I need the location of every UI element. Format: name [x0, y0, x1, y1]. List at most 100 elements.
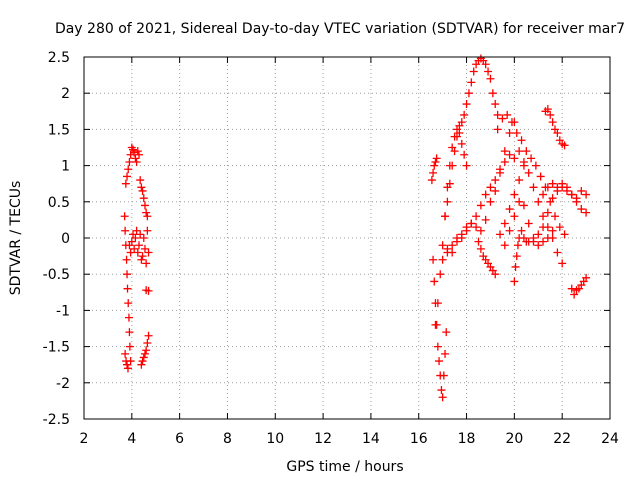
data-point [131, 234, 140, 242]
data-point [143, 212, 152, 221]
series-sat-t [539, 179, 591, 203]
data-point [524, 168, 533, 177]
x-tick-label: 16 [410, 431, 428, 447]
y-tick-label: -1 [56, 303, 70, 319]
data-point [481, 60, 490, 69]
data-point [442, 328, 451, 337]
data-point [144, 331, 153, 340]
data-point [140, 201, 149, 210]
data-point [500, 219, 509, 228]
data-point [534, 241, 543, 250]
data-point [140, 349, 149, 358]
data-point [460, 110, 469, 119]
data-point [496, 168, 505, 177]
data-point [527, 154, 536, 163]
y-tick-label: -2.5 [43, 412, 70, 428]
data-point [457, 118, 466, 127]
data-point [136, 176, 145, 185]
data-point [121, 349, 130, 358]
data-point [134, 241, 143, 250]
axis-ticks [83, 56, 611, 420]
data-point [462, 161, 471, 170]
x-tick-label: 12 [314, 431, 332, 447]
data-point [582, 190, 591, 199]
y-tick-label: 0 [61, 231, 70, 247]
data-point [512, 252, 521, 261]
data-point [536, 172, 545, 181]
x-tick-label: 10 [266, 431, 284, 447]
x-tick-label: 14 [362, 431, 380, 447]
x-tick-labels: 2 4 6 8 10 12 14 16 18 20 22 24 [80, 431, 619, 447]
data-point [498, 114, 507, 123]
data-point [543, 105, 552, 114]
data-point [439, 371, 448, 380]
data-point [577, 186, 586, 195]
series-sat-k [441, 54, 502, 221]
data-point [529, 237, 538, 246]
data-point [136, 230, 145, 239]
data-point [522, 147, 531, 156]
data-point [548, 118, 557, 127]
data-point [510, 190, 519, 199]
data-point [144, 286, 153, 295]
series-sat-n [474, 237, 500, 279]
data-point [443, 197, 452, 206]
x-tick-label: 6 [175, 431, 184, 447]
series-sat-e [125, 226, 153, 268]
data-point [125, 157, 134, 166]
y-tick-label: -2 [56, 376, 70, 392]
data-point [142, 259, 151, 268]
data-point [500, 147, 509, 156]
data-point [488, 89, 497, 98]
data-point [582, 273, 591, 282]
data-point [130, 148, 139, 157]
data-point [452, 132, 461, 141]
data-point [137, 183, 146, 192]
data-point [125, 342, 134, 351]
data-point [132, 226, 141, 235]
data-point [462, 223, 471, 232]
data-point [505, 205, 514, 214]
data-point [491, 100, 500, 109]
series-sat-o [493, 110, 569, 239]
data-point [143, 338, 152, 347]
data-point [572, 194, 581, 203]
data-point [122, 255, 131, 264]
data-point [436, 270, 445, 279]
data-point [503, 110, 512, 119]
series-sat-h [427, 154, 441, 185]
data-points [120, 54, 591, 402]
data-point [553, 248, 562, 257]
data-point [139, 234, 148, 242]
y-tick-label: -1.5 [43, 340, 70, 356]
data-point [551, 212, 560, 221]
series-sat-p [496, 161, 567, 268]
data-point [139, 194, 148, 203]
y-tick-label: 2.5 [48, 50, 70, 66]
data-point [548, 226, 557, 235]
x-tick-label: 2 [80, 431, 89, 447]
data-point [510, 154, 519, 163]
data-point [132, 157, 141, 166]
series-sat-b [136, 176, 152, 221]
data-point [450, 147, 459, 156]
data-point [433, 342, 442, 351]
data-point [539, 212, 548, 221]
data-point [464, 89, 473, 98]
data-point [519, 161, 528, 170]
data-point [486, 183, 495, 192]
y-tick-labels: -2.5 -2 -1.5 -1 -0.5 0 0.5 1 1.5 2 2.5 [43, 50, 70, 428]
data-point [443, 248, 452, 257]
series-sat-m [443, 118, 519, 257]
data-point [560, 230, 569, 239]
data-point [500, 157, 509, 166]
data-point [513, 241, 522, 250]
data-point [457, 139, 466, 148]
data-point [140, 244, 149, 253]
data-point [123, 270, 132, 279]
data-point [429, 255, 438, 264]
data-point [431, 157, 440, 166]
y-axis-label: SDTVAR / TECUs [8, 181, 24, 296]
data-point [469, 67, 478, 76]
data-point [137, 360, 146, 369]
